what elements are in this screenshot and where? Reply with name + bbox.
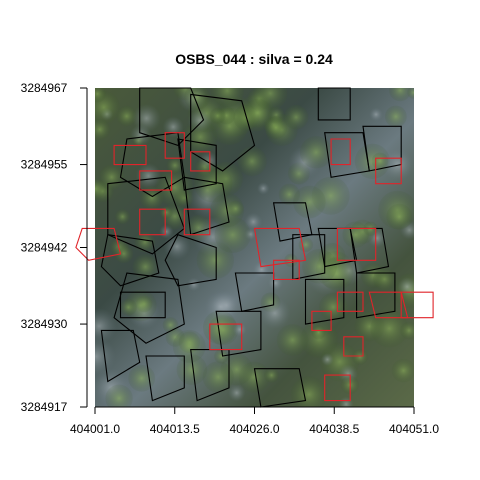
canopy-patch [210, 108, 226, 124]
y-tick-label-0: 3284917 [21, 400, 68, 414]
ground-patch [268, 275, 283, 290]
canopy-patch [264, 368, 279, 383]
canopy-patch [311, 325, 325, 339]
canopy-patch [105, 385, 133, 413]
canopy-patch [342, 222, 368, 248]
canopy-patch [277, 324, 309, 356]
canopy-patch [211, 74, 244, 107]
canopy-patch [373, 268, 396, 291]
ground-patch [132, 104, 161, 133]
y-tick-label-4: 3284967 [21, 81, 68, 95]
x-tick-label-3: 404038.5 [309, 422, 359, 436]
canopy-patch [115, 244, 134, 263]
ground-patch [252, 261, 270, 279]
x-tick-label-2: 404026.0 [229, 422, 279, 436]
ground-patch [257, 182, 270, 195]
ground-patch [398, 277, 417, 296]
canopy-patch [120, 299, 137, 316]
ground-patch [339, 397, 354, 412]
y-tick-label-1: 3284930 [21, 317, 68, 331]
canopy-patch [407, 86, 420, 99]
canopy-patch [385, 106, 407, 128]
canopy-patch [160, 206, 173, 219]
canopy-patch [89, 119, 110, 140]
y-tick-label-2: 3284942 [21, 241, 68, 255]
y-tick-label-3: 3284955 [21, 158, 68, 172]
x-tick-label-0: 404001.0 [70, 422, 120, 436]
y-axis: 3284917 3284930 3284942 3284955 3284967 [21, 81, 87, 414]
ground-patch [233, 323, 247, 337]
ground-patch [321, 353, 334, 366]
canopy-patch [302, 249, 337, 284]
canopy-patch [128, 365, 155, 392]
canopy-patch [173, 330, 206, 363]
canopy-patch [156, 168, 194, 206]
canopy-patch [89, 85, 106, 102]
canopy-patch [293, 186, 326, 219]
canopy-patch [237, 147, 267, 177]
canopy-patch [85, 178, 106, 199]
x-tick-label-4: 404051.0 [389, 422, 439, 436]
canopy-patch [386, 204, 412, 230]
canopy-patch [392, 359, 416, 383]
canopy-patch [299, 237, 314, 252]
ground-patch [259, 297, 290, 328]
canopy-patch [400, 322, 418, 340]
canopy-patch [352, 349, 368, 365]
canopy-patch [115, 209, 130, 224]
x-tick-label-1: 404013.5 [150, 422, 200, 436]
canopy-patch [284, 105, 309, 130]
ground-patch [81, 308, 117, 344]
ground-patch [188, 109, 212, 133]
canopy-patch [372, 153, 389, 170]
x-axis: 404001.0 404013.5 404026.0 404038.5 404051.0 [70, 407, 439, 436]
chart-title: OSBS_044 : silva = 0.24 [175, 51, 333, 67]
canopy-patch [228, 201, 244, 217]
ground-patch [369, 107, 383, 121]
